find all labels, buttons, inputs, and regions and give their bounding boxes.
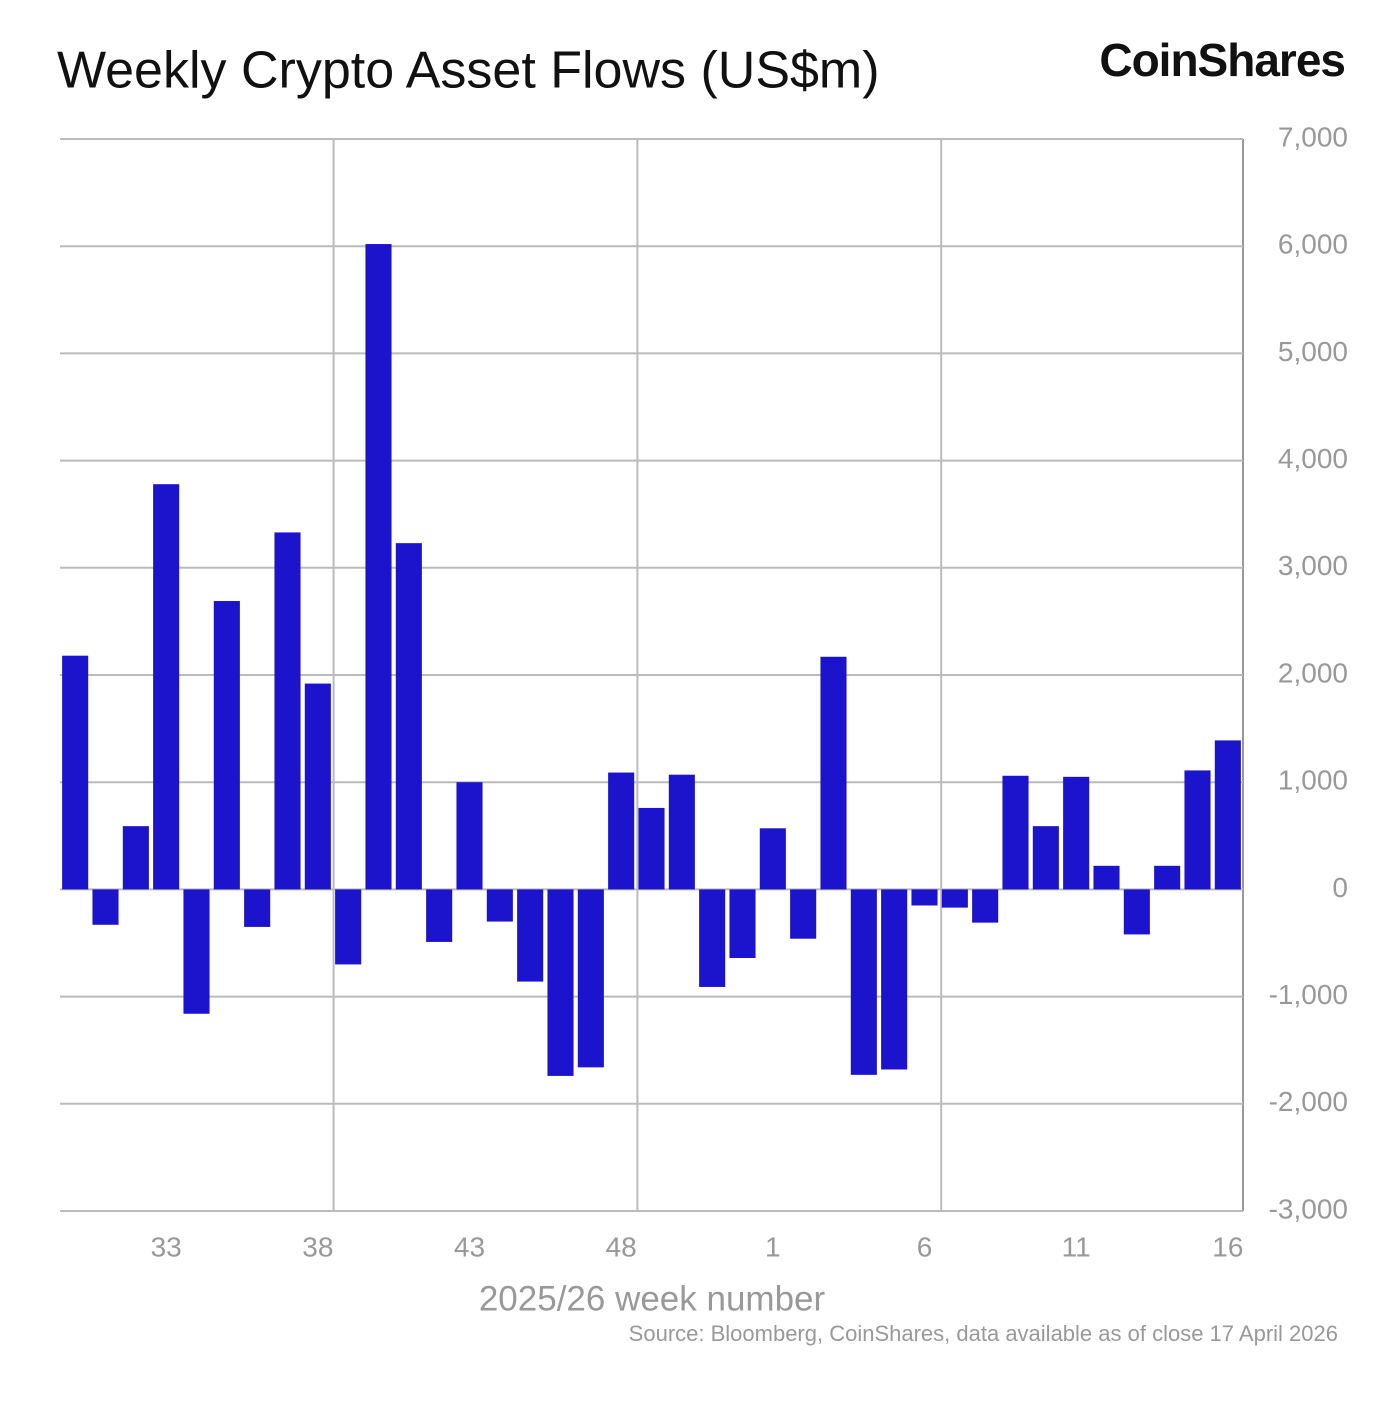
y-tick-label: -1,000 — [1269, 979, 1348, 1010]
y-tick-label: 5,000 — [1278, 336, 1348, 367]
bar — [1123, 889, 1150, 935]
chart-title: Weekly Crypto Asset Flows (US$m) — [57, 42, 880, 100]
x-tick-label: 1 — [765, 1231, 781, 1262]
bar — [1154, 865, 1181, 890]
source-note: Source: Bloomberg, CoinShares, data avai… — [629, 1321, 1338, 1346]
bar — [577, 889, 604, 1068]
y-tick-label: 2,000 — [1278, 657, 1348, 688]
bar — [244, 889, 271, 927]
bar — [395, 543, 422, 890]
bar — [122, 826, 149, 890]
bar — [456, 782, 483, 890]
bar — [517, 889, 544, 982]
bar — [92, 889, 119, 925]
x-tick-label: 6 — [917, 1231, 933, 1262]
bar — [881, 889, 908, 1070]
bar — [790, 889, 817, 939]
bar — [213, 601, 240, 890]
x-tick-label: 33 — [151, 1231, 182, 1262]
bar — [183, 889, 210, 1014]
bar — [335, 889, 362, 965]
bar — [62, 655, 89, 890]
x-tick-label: 16 — [1212, 1231, 1243, 1262]
y-tick-label: 1,000 — [1278, 765, 1348, 796]
bar — [638, 807, 665, 890]
bar — [729, 889, 756, 959]
bar — [1184, 770, 1211, 890]
bar — [1063, 776, 1090, 890]
bar — [486, 889, 513, 922]
x-tick-label: 43 — [454, 1231, 485, 1262]
y-tick-label: 6,000 — [1278, 229, 1348, 260]
bar — [274, 532, 301, 890]
bar — [850, 889, 877, 1075]
x-axis-title: 2025/26 week number — [479, 1279, 826, 1318]
bar — [304, 683, 331, 890]
x-tick-label: 11 — [1062, 1231, 1091, 1262]
bar — [820, 656, 847, 890]
bar — [699, 889, 726, 987]
x-tick-label: 48 — [606, 1231, 637, 1262]
bar — [365, 244, 392, 890]
y-tick-label: 0 — [1332, 872, 1348, 903]
brand-logo: CoinShares — [1099, 34, 1345, 86]
bar — [1002, 775, 1029, 890]
y-tick-label: -2,000 — [1269, 1086, 1348, 1117]
bar — [1214, 740, 1241, 890]
y-tick-label: 3,000 — [1278, 550, 1348, 581]
bar — [941, 889, 968, 908]
x-tick-label: 38 — [302, 1231, 333, 1262]
bar — [608, 772, 635, 890]
bar — [153, 484, 180, 890]
y-tick-label: 7,000 — [1278, 121, 1348, 152]
y-tick-label: -3,000 — [1269, 1193, 1348, 1224]
bar — [759, 828, 786, 890]
bar — [668, 774, 695, 890]
bar — [911, 889, 938, 906]
bar — [972, 889, 999, 923]
y-tick-label: 4,000 — [1278, 443, 1348, 474]
bar — [547, 889, 574, 1076]
bar — [1032, 826, 1059, 890]
bar — [1093, 865, 1120, 890]
bar — [426, 889, 453, 942]
